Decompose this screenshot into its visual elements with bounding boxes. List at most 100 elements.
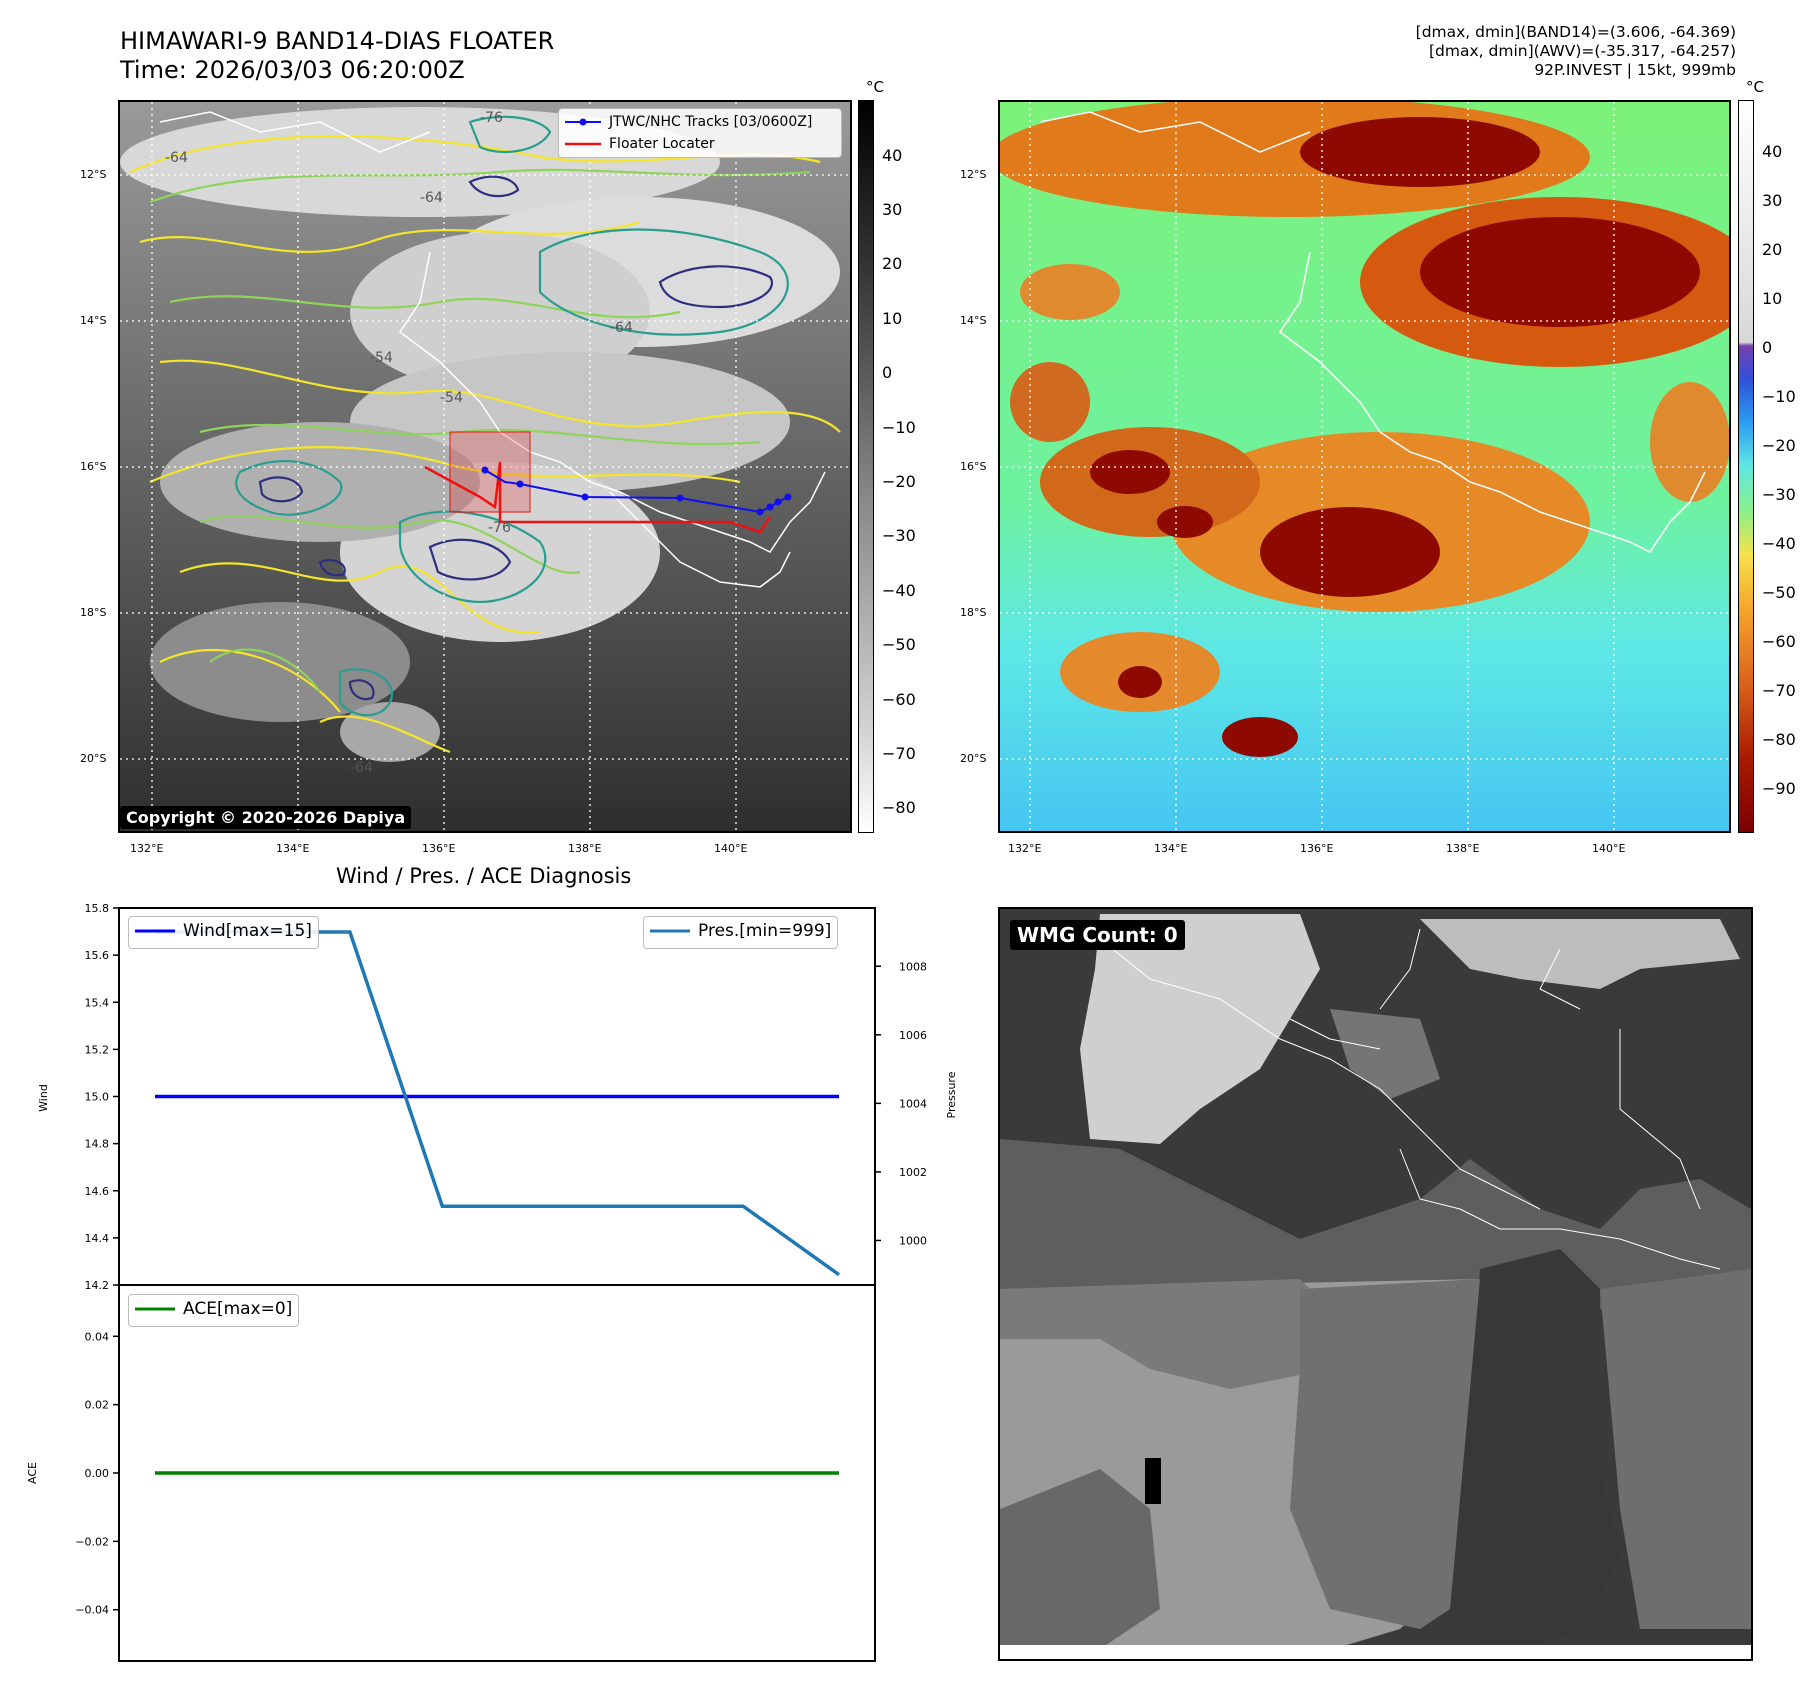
lat-label: 14°S	[80, 314, 107, 327]
legend-row-floater: Floater Locater	[559, 133, 841, 155]
colorbar-tick: −40	[1762, 534, 1796, 553]
lat-label: 14°S	[960, 314, 987, 327]
ir-legend: JTWC/NHC Tracks [03/0600Z] Floater Locat…	[558, 108, 842, 158]
lat-label: 20°S	[960, 752, 987, 765]
pressure-legend-label: Pres.[min=999]	[698, 921, 832, 941]
legend-swatch-floater	[565, 142, 601, 146]
stats-block: [dmax, dmin](BAND14)=(3.606, -64.369) [d…	[1416, 23, 1736, 80]
pressure-legend-swatch	[650, 929, 690, 933]
wind-legend: Wind[max=15]	[128, 916, 319, 949]
ir-gridlines	[120, 102, 850, 831]
wind-tick-label: 14.4	[85, 1232, 110, 1245]
lat-label: 16°S	[80, 460, 107, 473]
colorbar-tick: −70	[882, 744, 916, 763]
lon-label: 134°E	[276, 842, 310, 855]
diagnosis-chart: 15.8 15.6 15.4 15.2 15.0 14.8 14.6 14.4 14.2 100…	[26, 902, 958, 1662]
lat-label: 12°S	[960, 168, 987, 181]
lon-label: 140°E	[1592, 842, 1626, 855]
contour-label: -64	[420, 190, 443, 206]
colorbar-tick: −20	[882, 472, 916, 491]
colorbar-tick: −30	[882, 526, 916, 545]
wind-legend-label: Wind[max=15]	[183, 921, 312, 941]
wind-tick-label: 15.2	[85, 1043, 110, 1056]
ace-legend-label: ACE[max=0]	[183, 1299, 293, 1319]
contour-label: -76	[488, 520, 511, 536]
storm-info: 92P.INVEST | 15kt, 999mb	[1534, 61, 1736, 79]
awv-map-panel	[998, 100, 1731, 833]
wind-tick-label: 14.8	[85, 1138, 110, 1151]
lon-label: 138°E	[1446, 842, 1480, 855]
ir-map: -64 -64 -54 -76 -64 -54 -64 -76	[120, 102, 850, 831]
colorbar-tick: −60	[1762, 632, 1796, 651]
lon-label: 140°E	[714, 842, 748, 855]
floater-track	[424, 461, 772, 534]
ace-tick-label: −0.04	[75, 1604, 109, 1617]
contour-label: -54	[440, 390, 463, 406]
contour-label: -64	[610, 320, 633, 336]
colorbar-tick: −40	[882, 581, 916, 600]
wmg-panel	[998, 907, 1753, 1661]
ace-legend: ACE[max=0]	[128, 1294, 300, 1327]
pressure-series-line	[155, 930, 841, 1277]
wind-tick-label: 14.2	[85, 1279, 110, 1292]
colorbar-tick: −70	[1762, 681, 1796, 700]
diagnosis-title: Wind / Pres. / ACE Diagnosis	[336, 864, 632, 888]
contour-label: -76	[480, 110, 503, 126]
wind-tick-label: 15.8	[85, 902, 110, 915]
lon-label: 136°E	[422, 842, 456, 855]
colorbar-tick: 20	[1762, 240, 1783, 259]
colorbar-tick: 10	[882, 309, 903, 328]
contour-teal	[235, 115, 789, 717]
colorbar-tick: −50	[1762, 583, 1796, 602]
pressure-tick-label: 1006	[899, 1029, 927, 1042]
pressure-tick-label: 1008	[899, 960, 927, 973]
wind-tick-label: 15.6	[85, 949, 110, 962]
wmg-map	[1000, 909, 1751, 1659]
pressure-tick-label: 1000	[899, 1234, 927, 1247]
ir-colorbar	[858, 100, 874, 833]
title-line-2: Time: 2026/03/03 06:20:00Z	[120, 56, 465, 84]
copyright-label: Copyright © 2020-2026 Dapiya	[120, 806, 412, 829]
colorbar-tick: −60	[882, 690, 916, 709]
pressure-tick-label: 1002	[899, 1166, 927, 1179]
ir-colorbar-unit: °C	[866, 78, 884, 96]
legend-row-jtwc: JTWC/NHC Tracks [03/0600Z]	[559, 111, 841, 133]
awv-colorbar-unit: °C	[1746, 78, 1764, 96]
wind-legend-swatch	[135, 929, 175, 933]
colorbar-tick: 40	[882, 146, 903, 165]
coastline	[1039, 111, 1706, 553]
ace-tick-label: −0.02	[75, 1535, 109, 1548]
lon-label: 132°E	[130, 842, 164, 855]
colorbar-tick: 0	[1762, 338, 1773, 357]
legend-label-floater: Floater Locater	[609, 136, 715, 152]
pressure-axis-ticks: 1008 1006 1004 1002 1000	[875, 960, 927, 1247]
ace-legend-swatch	[135, 1307, 175, 1311]
pressure-tick-label: 1004	[899, 1097, 927, 1110]
contour-yellow	[129, 135, 841, 754]
pressure-legend-row: Pres.[min=999]	[644, 920, 837, 942]
pressure-ylabel: Pressure	[945, 1071, 958, 1118]
awv-gridlines	[1000, 102, 1729, 831]
stats-awv: [dmax, dmin](AWV)=(-35.317, -64.257)	[1429, 42, 1736, 60]
lon-label: 132°E	[1008, 842, 1042, 855]
ace-tick-label: 0.04	[85, 1330, 110, 1343]
lat-label: 18°S	[960, 606, 987, 619]
ir-map-panel: -64 -64 -54 -76 -64 -54 -64 -76	[118, 100, 852, 833]
stats-band14: [dmax, dmin](BAND14)=(3.606, -64.369)	[1415, 23, 1736, 41]
ace-legend-row: ACE[max=0]	[129, 1298, 298, 1320]
legend-swatch-jtwc	[565, 118, 601, 126]
colorbar-tick: 30	[882, 200, 903, 219]
lon-label: 138°E	[568, 842, 602, 855]
contour-label: -64	[165, 150, 188, 166]
lat-label: 20°S	[80, 752, 107, 765]
contour-label: -64	[350, 760, 373, 776]
wind-axis-ticks: 15.8 15.6 15.4 15.2 15.0 14.8 14.6 14.4 14.2	[85, 902, 119, 1292]
ace-ylabel: ACE	[26, 1462, 39, 1484]
wmg-regions	[1000, 914, 1751, 1659]
lon-label: 136°E	[1300, 842, 1334, 855]
contour-label: -54	[370, 350, 393, 366]
wind-legend-row: Wind[max=15]	[129, 920, 318, 942]
jtwc-track-points	[481, 466, 792, 516]
dry-air-masses	[1000, 102, 1729, 757]
colorbar-tick: 40	[1762, 142, 1783, 161]
